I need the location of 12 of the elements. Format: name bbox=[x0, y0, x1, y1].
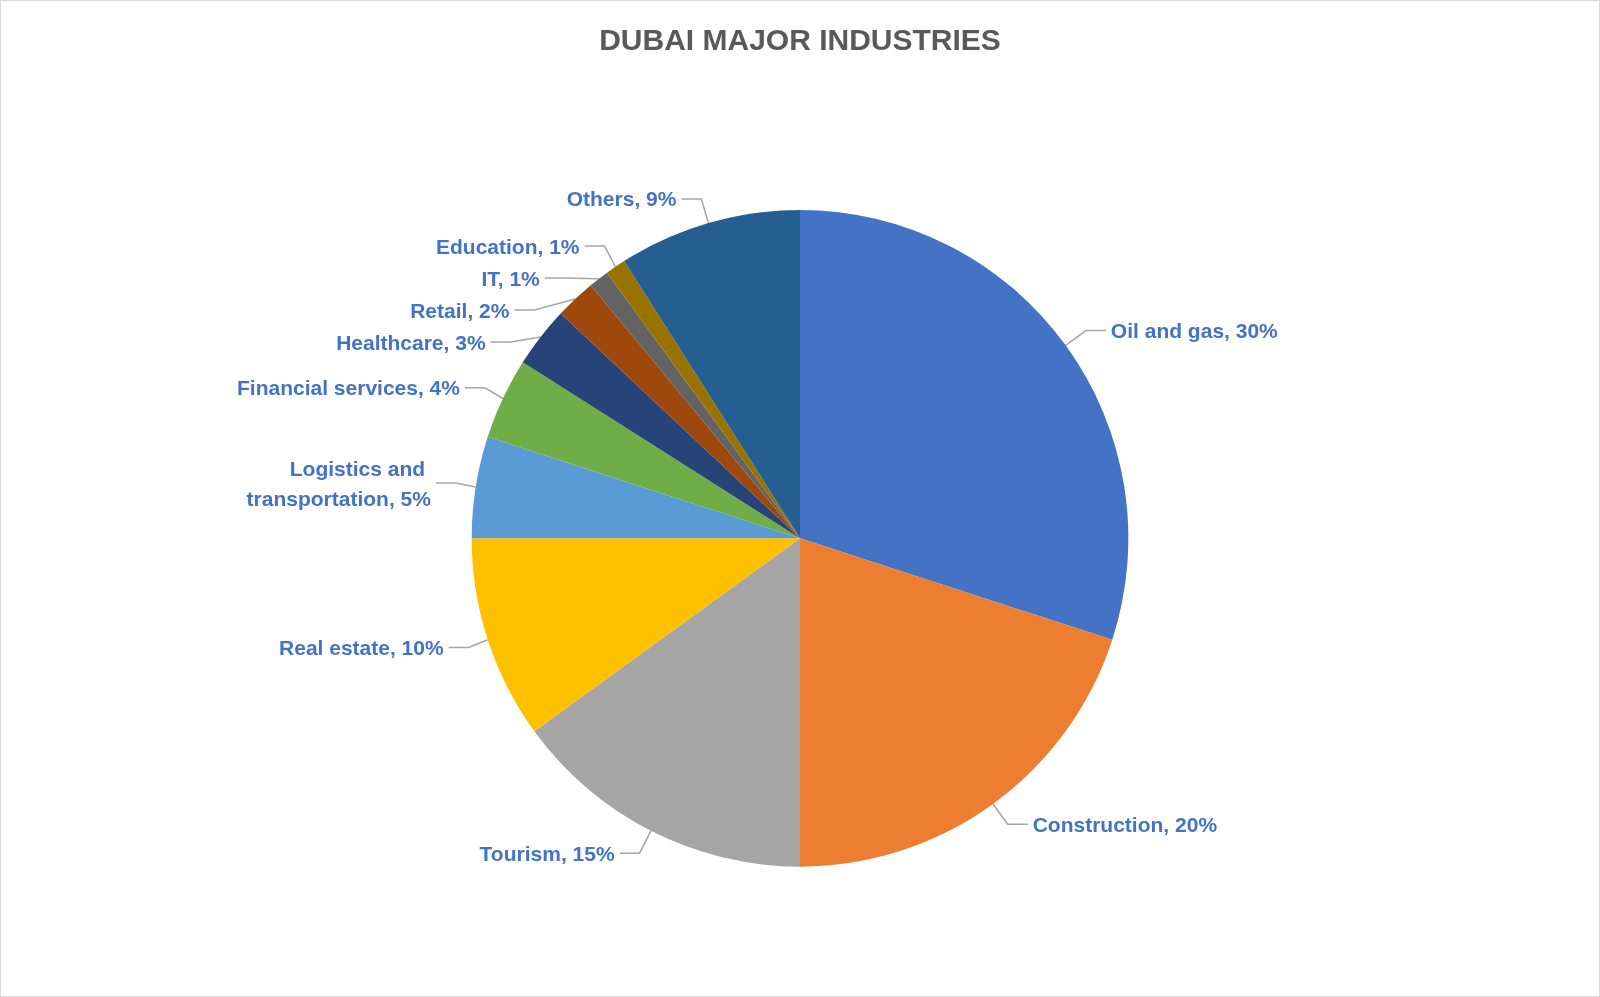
slice-label: Others, 9% bbox=[566, 187, 677, 211]
slice-label: Retail, 2% bbox=[410, 298, 510, 322]
slice-label: Tourism, 15% bbox=[479, 841, 615, 865]
slice-label: Construction, 20% bbox=[1032, 812, 1218, 836]
slice-label: Logistics and transportation, 5% bbox=[246, 456, 432, 510]
slice-label: Healthcare, 3% bbox=[336, 330, 486, 354]
slice-label: Education, 1% bbox=[435, 234, 580, 258]
slice-label: Financial services, 4% bbox=[237, 376, 461, 400]
slice-label: IT, 1% bbox=[481, 266, 541, 290]
slice-label: Oil and gas, 30% bbox=[1110, 319, 1279, 343]
chart-title: DUBAI MAJOR INDUSTRIES bbox=[599, 22, 1001, 56]
slice-label: Real estate, 10% bbox=[279, 635, 444, 659]
